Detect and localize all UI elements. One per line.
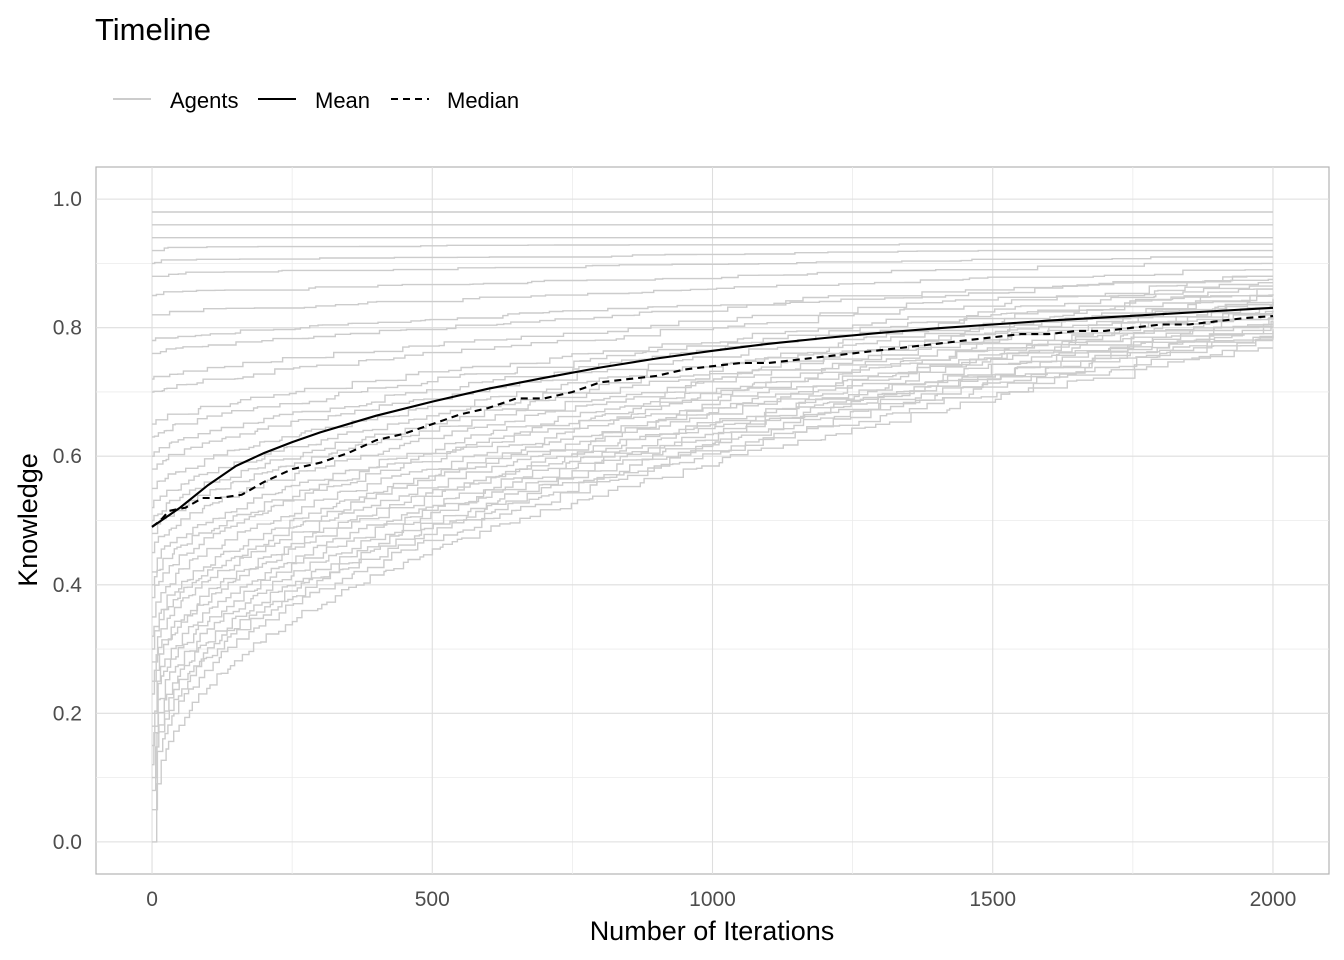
agent-line bbox=[152, 288, 1273, 438]
agent-line bbox=[152, 256, 1273, 277]
x-axis-title: Number of Iterations bbox=[590, 916, 835, 946]
median-line bbox=[151, 315, 1274, 528]
agent-line bbox=[152, 305, 1274, 573]
agent-line bbox=[152, 294, 1274, 470]
x-tick-label: 500 bbox=[415, 888, 450, 911]
summary-lines bbox=[151, 306, 1274, 528]
agent-line bbox=[152, 329, 1274, 747]
agent-line bbox=[152, 285, 1273, 425]
x-tick-label: 2000 bbox=[1250, 888, 1297, 911]
agent-line bbox=[152, 249, 1273, 265]
y-tick-label: 1.0 bbox=[53, 188, 82, 211]
y-tick-label: 0.8 bbox=[53, 317, 82, 340]
mean-line bbox=[151, 306, 1274, 528]
agent-line bbox=[152, 262, 1273, 297]
x-tick-label: 1500 bbox=[969, 888, 1016, 911]
chart-title: Timeline bbox=[95, 12, 211, 47]
agent-lines bbox=[152, 211, 1274, 843]
agent-line bbox=[152, 275, 1273, 355]
agent-line bbox=[152, 320, 1273, 682]
y-axis-ticks: 0.0 0.2 0.4 0.6 0.8 1.0 bbox=[53, 188, 83, 854]
legend-label-median: Median bbox=[447, 88, 519, 113]
agent-line bbox=[152, 269, 1273, 316]
agent-line bbox=[152, 310, 1273, 618]
x-tick-label: 0 bbox=[146, 888, 158, 911]
y-tick-label: 0.6 bbox=[53, 445, 82, 468]
agent-line bbox=[152, 321, 1274, 695]
agent-line bbox=[152, 282, 1273, 393]
legend: Agents Mean Median bbox=[113, 88, 519, 113]
agent-line bbox=[152, 307, 1273, 599]
x-axis-ticks: 0 500 1000 1500 2000 bbox=[146, 888, 1296, 911]
agent-line bbox=[152, 278, 1273, 380]
agent-line bbox=[152, 317, 1273, 663]
agent-line bbox=[152, 347, 1273, 843]
y-tick-label: 0.2 bbox=[53, 702, 82, 725]
agent-line bbox=[152, 323, 1273, 714]
x-tick-label: 1000 bbox=[689, 888, 736, 911]
y-tick-label: 0.4 bbox=[53, 574, 83, 597]
agent-line bbox=[152, 275, 1273, 342]
agent-line bbox=[152, 337, 1274, 792]
legend-label-agents: Agents bbox=[170, 88, 239, 113]
y-axis-title: Knowledge bbox=[13, 453, 43, 587]
y-tick-label: 0.0 bbox=[53, 831, 82, 854]
legend-label-mean: Mean bbox=[315, 88, 370, 113]
agent-line bbox=[152, 243, 1273, 252]
agent-line bbox=[152, 316, 1274, 650]
agent-line bbox=[152, 301, 1274, 535]
